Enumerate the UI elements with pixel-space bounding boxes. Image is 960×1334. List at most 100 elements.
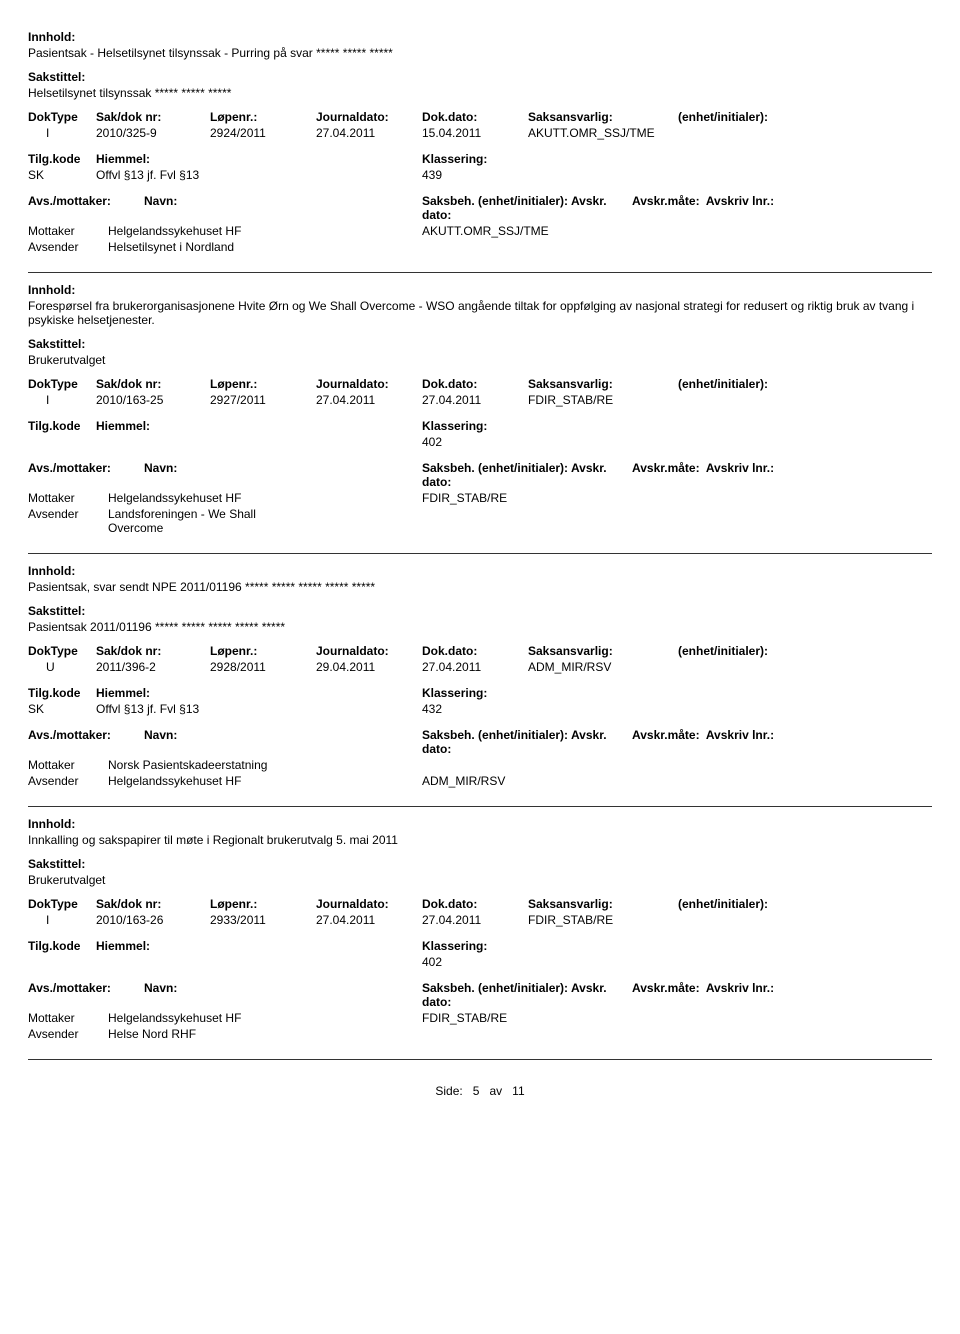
enhet2-header: (enhet/initialer): xyxy=(478,981,568,995)
mottaker-name: Helgelandssykehuset HF xyxy=(108,1011,422,1025)
sakdok-value: 2010/325-9 xyxy=(96,126,210,140)
tilg-data-row: SK Offvl §13 jf. Fvl §13 432 xyxy=(28,702,932,716)
record: Innhold: Pasientsak, svar sendt NPE 2011… xyxy=(28,564,932,807)
klassering-value: 402 xyxy=(422,955,932,969)
saksbeh-header: Saksbeh. xyxy=(422,728,475,742)
doktype-header: DokType xyxy=(28,644,96,658)
sakdok-value: 2010/163-26 xyxy=(96,913,210,927)
dokdato-value: 27.04.2011 xyxy=(422,660,528,674)
sakstittel-label: Sakstittel: xyxy=(28,857,932,871)
mottaker-label: Mottaker xyxy=(28,491,108,505)
tilgkode-value: SK xyxy=(28,702,96,716)
tilgkode-header: Tilg.kode xyxy=(28,419,96,433)
enhet2-header: (enhet/initialer): xyxy=(478,728,568,742)
mottaker-label: Mottaker xyxy=(28,758,108,772)
doktype-header: DokType xyxy=(28,897,96,911)
avsmottaker-header: Avs./mottaker: xyxy=(28,728,144,756)
mottaker-ref: FDIR_STAB/RE xyxy=(422,491,932,505)
sakstittel-label: Sakstittel: xyxy=(28,604,932,618)
klassering-header: Klassering: xyxy=(422,419,932,433)
journaldato-header: Journaldato: xyxy=(316,897,422,911)
avskrivlnr-header: Avskriv lnr.: xyxy=(706,728,774,742)
innhold-value: Pasientsak, svar sendt NPE 2011/01196 **… xyxy=(28,580,932,594)
avskr-composite: Avskr.måte: Avskriv lnr.: xyxy=(632,461,932,489)
sakdok-header: Sak/dok nr: xyxy=(96,897,210,911)
party-header-row: Avs./mottaker: Navn: Saksbeh. (enhet/ini… xyxy=(28,981,932,1009)
lopenr-value: 2924/2011 xyxy=(210,126,316,140)
hiemmel-header: Hiemmel: xyxy=(96,419,422,433)
avsender-ref xyxy=(308,507,932,535)
tilg-header-row: Tilg.kode Hiemmel: Klassering: xyxy=(28,939,932,953)
innhold-label: Innhold: xyxy=(28,283,932,297)
meta-data-row: I 2010/163-26 2933/2011 27.04.2011 27.04… xyxy=(28,913,932,927)
lopenr-header: Løpenr.: xyxy=(210,644,316,658)
lopenr-header: Løpenr.: xyxy=(210,110,316,124)
journaldato-value: 27.04.2011 xyxy=(316,126,422,140)
enhet-header: (enhet/initialer): xyxy=(678,110,808,124)
avsender-label: Avsender xyxy=(28,507,108,535)
meta-data-row: I 2010/163-25 2927/2011 27.04.2011 27.04… xyxy=(28,393,932,407)
sakstittel-value: Brukerutvalget xyxy=(28,353,932,367)
sakdok-header: Sak/dok nr: xyxy=(96,377,210,391)
meta-header-row: DokType Sak/dok nr: Løpenr.: Journaldato… xyxy=(28,110,932,124)
tilg-data-row: SK Offvl §13 jf. Fvl §13 439 xyxy=(28,168,932,182)
avsender-row: Avsender Landsforeningen - We Shall Over… xyxy=(28,507,932,535)
doktype-value: I xyxy=(28,126,96,140)
avskrmate-header: Avskr.måte: xyxy=(632,461,700,475)
mottaker-name: Helgelandssykehuset HF xyxy=(108,224,422,238)
record: Innhold: Pasientsak - Helsetilsynet tils… xyxy=(28,30,932,273)
avsender-ref xyxy=(422,1027,932,1041)
saksansvarlig-header: Saksansvarlig: xyxy=(528,897,678,911)
doktype-value: U xyxy=(28,660,96,674)
doktype-header: DokType xyxy=(28,377,96,391)
party-header-row: Avs./mottaker: Navn: Saksbeh. (enhet/ini… xyxy=(28,461,932,489)
enhet-header: (enhet/initialer): xyxy=(678,377,808,391)
hiemmel-value: Offvl §13 jf. Fvl §13 xyxy=(96,168,422,182)
tilg-data-row: 402 xyxy=(28,955,932,969)
tilg-data-row: 402 xyxy=(28,435,932,449)
sakdok-value: 2010/163-25 xyxy=(96,393,210,407)
lopenr-value: 2928/2011 xyxy=(210,660,316,674)
klassering-header: Klassering: xyxy=(422,939,932,953)
avsender-row: Avsender Helse Nord RHF xyxy=(28,1027,932,1041)
saksansvarlig-header: Saksansvarlig: xyxy=(528,110,678,124)
av-label: av xyxy=(489,1084,502,1098)
enhet-header: (enhet/initialer): xyxy=(678,644,808,658)
saksansvarlig-header: Saksansvarlig: xyxy=(528,377,678,391)
avsender-name: Landsforeningen - We Shall Overcome xyxy=(108,507,308,535)
tilgkode-header: Tilg.kode xyxy=(28,686,96,700)
meta-header-row: DokType Sak/dok nr: Løpenr.: Journaldato… xyxy=(28,897,932,911)
sakstittel-label: Sakstittel: xyxy=(28,337,932,351)
sakdok-header: Sak/dok nr: xyxy=(96,644,210,658)
avsender-label: Avsender xyxy=(28,774,108,788)
innhold-label: Innhold: xyxy=(28,564,932,578)
saksbeh-header: Saksbeh. xyxy=(422,461,475,475)
avskr-composite: Avskr.måte: Avskriv lnr.: xyxy=(632,728,932,756)
saksbeh-header: Saksbeh. xyxy=(422,194,475,208)
innhold-label: Innhold: xyxy=(28,30,932,44)
saksbeh-composite: Saksbeh. (enhet/initialer): Avskr. dato: xyxy=(422,728,632,756)
party-header-row: Avs./mottaker: Navn: Saksbeh. (enhet/ini… xyxy=(28,728,932,756)
saksansvarlig-value: FDIR_STAB/RE xyxy=(528,393,678,407)
mottaker-ref: FDIR_STAB/RE xyxy=(422,1011,932,1025)
avskr-composite: Avskr.måte: Avskriv lnr.: xyxy=(632,981,932,1009)
lopenr-header: Løpenr.: xyxy=(210,897,316,911)
avsender-label: Avsender xyxy=(28,240,108,254)
saksansvarlig-value: AKUTT.OMR_SSJ/TME xyxy=(528,126,678,140)
klassering-value: 402 xyxy=(422,435,932,449)
saksbeh-composite: Saksbeh. (enhet/initialer): Avskr. dato: xyxy=(422,194,632,222)
avsender-label: Avsender xyxy=(28,1027,108,1041)
enhet-header: (enhet/initialer): xyxy=(678,897,808,911)
hiemmel-header: Hiemmel: xyxy=(96,152,422,166)
mottaker-row: Mottaker Helgelandssykehuset HF FDIR_STA… xyxy=(28,491,932,505)
enhet2-header: (enhet/initialer): xyxy=(478,194,568,208)
avskrivlnr-header: Avskriv lnr.: xyxy=(706,981,774,995)
avskrivlnr-header: Avskriv lnr.: xyxy=(706,461,774,475)
meta-header-row: DokType Sak/dok nr: Løpenr.: Journaldato… xyxy=(28,644,932,658)
tilgkode-header: Tilg.kode xyxy=(28,939,96,953)
avsender-ref xyxy=(422,240,932,254)
dokdato-header: Dok.dato: xyxy=(422,897,528,911)
avsender-ref: ADM_MIR/RSV xyxy=(422,774,932,788)
avsender-name: Helse Nord RHF xyxy=(108,1027,422,1041)
avsmottaker-header: Avs./mottaker: xyxy=(28,461,144,489)
